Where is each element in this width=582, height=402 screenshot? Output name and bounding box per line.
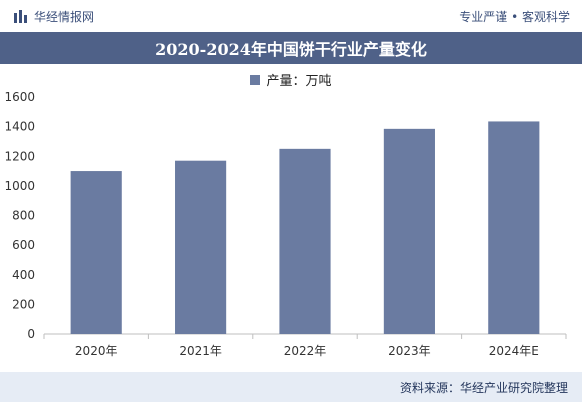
bar-chart: 0 200 400 600 800 1000 1200 1400 1600 2020年 2021年 2… xyxy=(4,90,567,358)
y-tick-label: 200 xyxy=(12,297,35,311)
y-tick-label: 400 xyxy=(12,268,35,282)
bar xyxy=(175,160,227,334)
title-bar: 2020-2024年中国饼干行业产量变化 xyxy=(0,32,582,64)
y-tick-label: 1000 xyxy=(4,179,35,193)
bar xyxy=(488,121,540,334)
source-note: 资料来源：华经产业研究院整理 xyxy=(399,380,568,395)
bar-chart-logo-icon xyxy=(14,10,27,23)
chart-legend: 产量：万吨 xyxy=(0,70,582,89)
chart-title: 2020-2024年中国饼干行业产量变化 xyxy=(155,40,427,59)
legend-label: 产量：万吨 xyxy=(266,74,332,89)
y-tick-label: 1400 xyxy=(4,120,35,134)
x-tick-label: 2023年 xyxy=(388,344,431,358)
x-tick-label: 2020年 xyxy=(75,344,118,358)
footer-bar: 资料来源：华经产业研究院整理 xyxy=(0,372,582,402)
y-tick-label: 1600 xyxy=(4,90,35,104)
brand-name: 华经情报网 xyxy=(34,9,95,24)
y-tick-label: 0 xyxy=(27,327,35,341)
bar xyxy=(383,128,435,334)
x-tick-label: 2021年 xyxy=(179,344,222,358)
bar xyxy=(279,148,331,334)
legend-swatch xyxy=(250,74,261,85)
x-tick-label: 2024年E xyxy=(489,344,539,358)
slogan: 专业严谨 • 客观科学 xyxy=(459,9,570,24)
top-bar: 华经情报网 专业严谨 • 客观科学 xyxy=(0,0,582,32)
brand: 华经情报网 xyxy=(14,8,94,25)
y-tick-label: 800 xyxy=(12,209,35,223)
x-tick-label: 2022年 xyxy=(284,344,327,358)
y-tick-label: 1200 xyxy=(4,149,35,163)
y-tick-label: 600 xyxy=(12,238,35,252)
bar xyxy=(70,171,122,334)
